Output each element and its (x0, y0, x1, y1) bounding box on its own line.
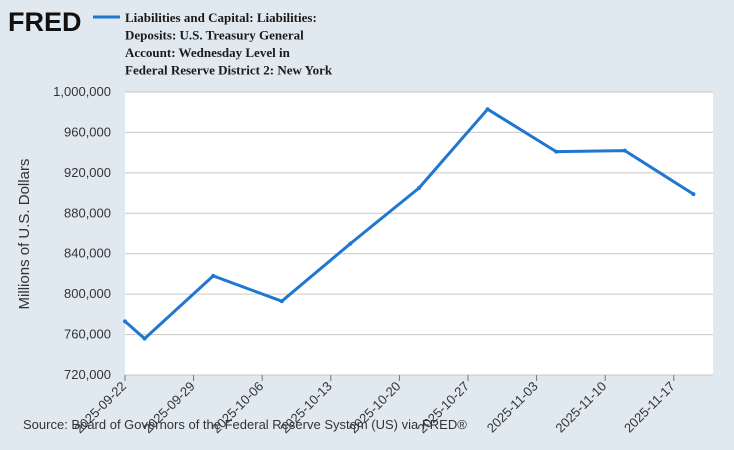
legend: Liabilities and Capital: Liabilities: Dep… (93, 10, 333, 78)
data-point[interactable] (279, 299, 284, 304)
source-note: Source: Board of Governors of the Federa… (23, 417, 467, 432)
series-line[interactable] (123, 107, 695, 341)
y-tick-label: 760,000 (64, 327, 111, 342)
data-point[interactable] (211, 273, 216, 278)
data-point[interactable] (417, 186, 421, 190)
legend-line: Liabilities and Capital: Liabilities: (125, 10, 317, 25)
y-tick-label: 840,000 (64, 246, 111, 261)
fred-logo[interactable]: FRED (8, 7, 82, 37)
legend-line: Account: Wednesday Level in (125, 45, 291, 60)
y-tick-label: 880,000 (64, 205, 111, 220)
series (123, 107, 696, 341)
gridlines (125, 91, 713, 376)
y-tick-label: 1,000,000 (53, 84, 111, 99)
y-tick-labels: 720,000 760,000 800,000 840,000 880,000 920,0… (53, 84, 111, 382)
legend-line: Federal Reserve District 2: New York (125, 63, 333, 78)
x-tick-label: 2025-11-03 (484, 379, 541, 436)
data-point[interactable] (622, 148, 627, 153)
plot-area (125, 92, 713, 375)
data-point[interactable] (348, 241, 353, 246)
data-point[interactable] (554, 149, 559, 154)
data-point[interactable] (142, 336, 147, 341)
data-point[interactable] (123, 319, 127, 324)
data-point[interactable] (485, 107, 490, 112)
y-tick-label: 720,000 (64, 367, 111, 382)
y-tick-label: 800,000 (64, 286, 111, 301)
y-tick-label: 920,000 (64, 165, 111, 180)
data-point[interactable] (691, 192, 696, 197)
legend-line: Deposits: U.S. Treasury General (125, 28, 304, 43)
y-tick-label: 960,000 (64, 124, 111, 139)
x-tick-label: 2025-11-10 (552, 379, 609, 436)
x-tick-label: 2025-11-17 (621, 379, 678, 436)
y-axis-label: Millions of U.S. Dollars (16, 159, 33, 310)
